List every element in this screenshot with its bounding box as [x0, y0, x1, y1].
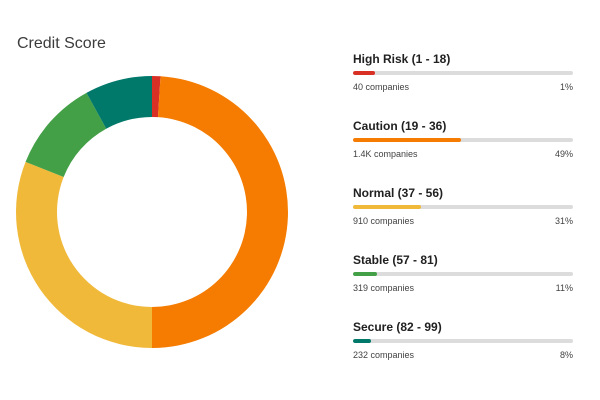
donut-slice[interactable]	[152, 76, 289, 348]
legend-item: Caution (19 - 36) 1.4K companies 49%	[353, 119, 573, 186]
company-count: 232 companies	[353, 350, 415, 360]
donut-slice[interactable]	[25, 92, 107, 178]
company-count: 910 companies	[353, 216, 415, 226]
donut-slice[interactable]	[152, 76, 161, 118]
progress-track	[353, 339, 573, 343]
legend-item: High Risk (1 - 18) 40 companies 1%	[353, 52, 573, 119]
progress-track	[353, 272, 573, 276]
legend-item: Secure (82 - 99) 232 companies 8%	[353, 320, 573, 387]
percent-label: 11%	[555, 283, 573, 293]
legend: High Risk (1 - 18) 40 companies 1% Caution …	[353, 52, 573, 387]
percent-label: 31%	[554, 216, 573, 226]
legend-label: Stable (57 - 81)	[353, 253, 438, 267]
progress-track	[353, 205, 573, 209]
legend-label: Secure (82 - 99)	[353, 320, 442, 334]
progress-fill	[353, 339, 371, 343]
progress-fill	[353, 272, 378, 276]
percent-label: 49%	[554, 149, 573, 159]
progress-track	[353, 138, 573, 142]
percent-label: 8%	[559, 350, 573, 360]
chart-title: Credit Score	[17, 35, 106, 52]
legend-label: Normal (37 - 56)	[353, 186, 444, 200]
company-count: 319 companies	[353, 283, 415, 293]
legend-label: Caution (19 - 36)	[353, 119, 447, 133]
progress-fill	[353, 71, 375, 75]
legend-meta: 232 companies 8%	[353, 349, 573, 361]
company-count: 1.4K companies	[353, 149, 418, 159]
legend-item: Normal (37 - 56) 910 companies 31%	[353, 186, 573, 253]
legend-meta: 319 companies 11%	[353, 282, 573, 294]
percent-label: 1%	[559, 82, 573, 92]
progress-fill	[353, 138, 461, 142]
legend-meta: 40 companies 1%	[353, 81, 573, 93]
legend-item: Stable (57 - 81) 319 companies 11%	[353, 253, 573, 320]
donut-slice[interactable]	[86, 76, 152, 129]
legend-meta: 910 companies 31%	[353, 215, 573, 227]
progress-track	[353, 71, 573, 75]
legend-label: High Risk (1 - 18)	[353, 52, 451, 66]
legend-meta: 1.4K companies 49%	[353, 148, 573, 160]
donut-slice[interactable]	[16, 161, 153, 348]
company-count: 40 companies	[353, 82, 410, 92]
donut-chart	[16, 76, 289, 348]
progress-fill	[353, 205, 422, 209]
